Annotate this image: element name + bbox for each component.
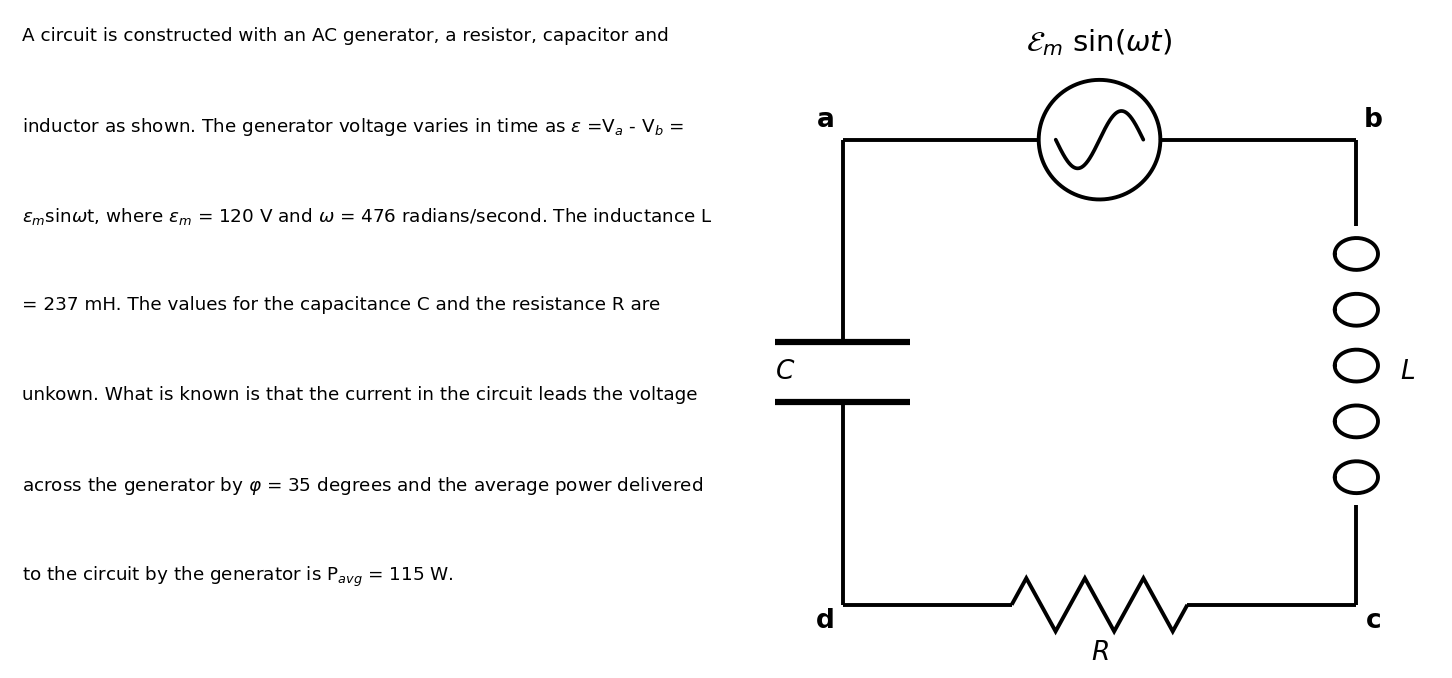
Text: b: b bbox=[1363, 106, 1382, 133]
Text: a: a bbox=[817, 106, 835, 133]
Text: inductor as shown. The generator voltage varies in time as $\varepsilon$ =V$_a$ : inductor as shown. The generator voltage… bbox=[22, 117, 684, 138]
Text: $L$: $L$ bbox=[1400, 359, 1414, 385]
Text: $R$: $R$ bbox=[1090, 639, 1108, 666]
Text: unkown. What is known is that the current in the circuit leads the voltage: unkown. What is known is that the curren… bbox=[22, 386, 697, 403]
Text: to the circuit by the generator is P$_{avg}$ = 115 W.: to the circuit by the generator is P$_{a… bbox=[22, 565, 454, 589]
Text: d: d bbox=[816, 608, 835, 635]
Text: $C$: $C$ bbox=[775, 359, 796, 385]
Text: = 237 mH. The values for the capacitance C and the resistance R are: = 237 mH. The values for the capacitance… bbox=[22, 296, 661, 314]
Text: $\mathcal{E}_m\ \mathrm{sin}(\omega t)$: $\mathcal{E}_m\ \mathrm{sin}(\omega t)$ bbox=[1027, 26, 1173, 58]
Text: A circuit is constructed with an AC generator, a resistor, capacitor and: A circuit is constructed with an AC gene… bbox=[22, 26, 669, 45]
Text: c: c bbox=[1365, 608, 1381, 635]
Text: across the generator by $\varphi$ = 35 degrees and the average power delivered: across the generator by $\varphi$ = 35 d… bbox=[22, 475, 703, 497]
Text: $\varepsilon_m$sin$\omega$t, where $\varepsilon_m$ = 120 V and $\omega$ = 476 ra: $\varepsilon_m$sin$\omega$t, where $\var… bbox=[22, 206, 713, 227]
